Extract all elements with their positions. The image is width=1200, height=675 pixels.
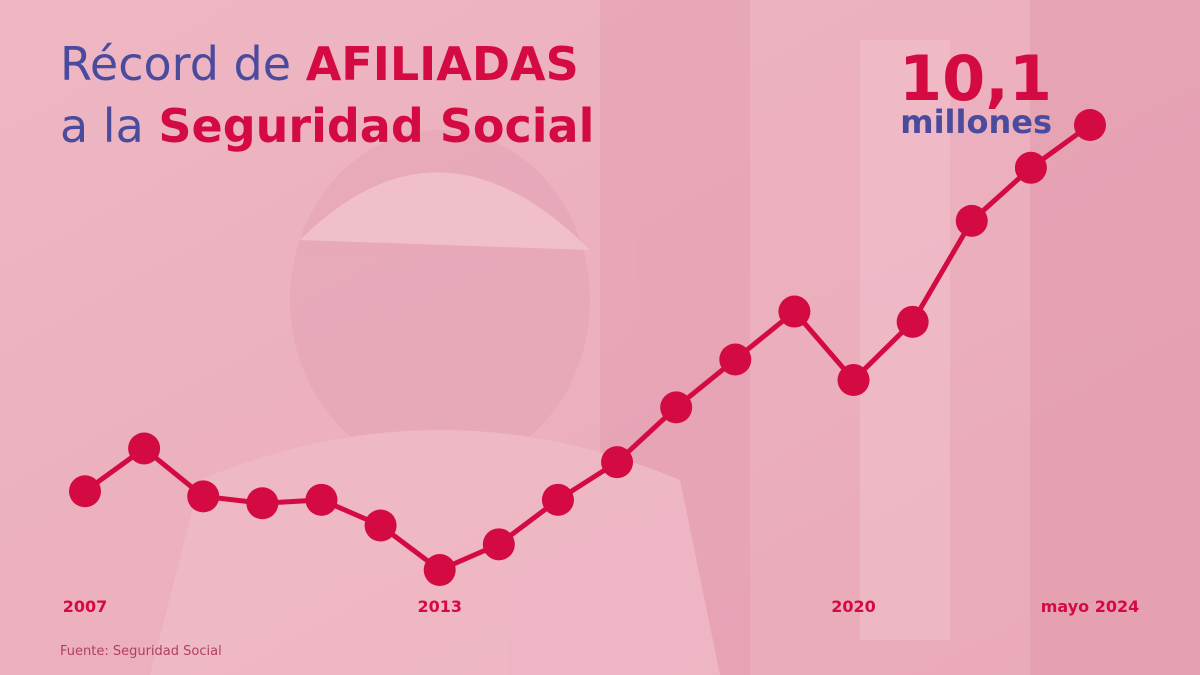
data-point — [719, 343, 752, 376]
source: Fuente: Seguridad Social — [60, 644, 222, 659]
data-point — [187, 480, 220, 513]
x-tick-label: 2020 — [831, 597, 876, 616]
unit-label: millones — [900, 103, 1052, 141]
data-point — [601, 446, 634, 479]
data-point — [69, 475, 101, 508]
title-line-2: a la Seguridad Social — [60, 99, 594, 153]
data-point — [128, 432, 161, 465]
x-tick-label: 2007 — [63, 597, 108, 616]
data-point — [364, 509, 397, 542]
x-tick-label: mayo 2024 — [1041, 597, 1140, 616]
data-point — [955, 204, 988, 237]
data-point — [541, 483, 574, 516]
x-tick-label: 2013 — [417, 597, 462, 616]
data-point — [482, 528, 515, 561]
value-label: 10,1 — [899, 42, 1052, 115]
data-point — [246, 487, 279, 520]
data-point — [305, 483, 338, 516]
title-line-1: Récord de AFILIADAS — [60, 37, 579, 91]
data-point — [1074, 109, 1106, 141]
data-point — [423, 554, 456, 586]
data-point — [1014, 151, 1047, 184]
data-point — [778, 295, 811, 328]
data-point — [896, 305, 929, 338]
data-point — [837, 364, 870, 397]
data-point — [660, 391, 693, 424]
photo-shapes — [150, 0, 1200, 675]
